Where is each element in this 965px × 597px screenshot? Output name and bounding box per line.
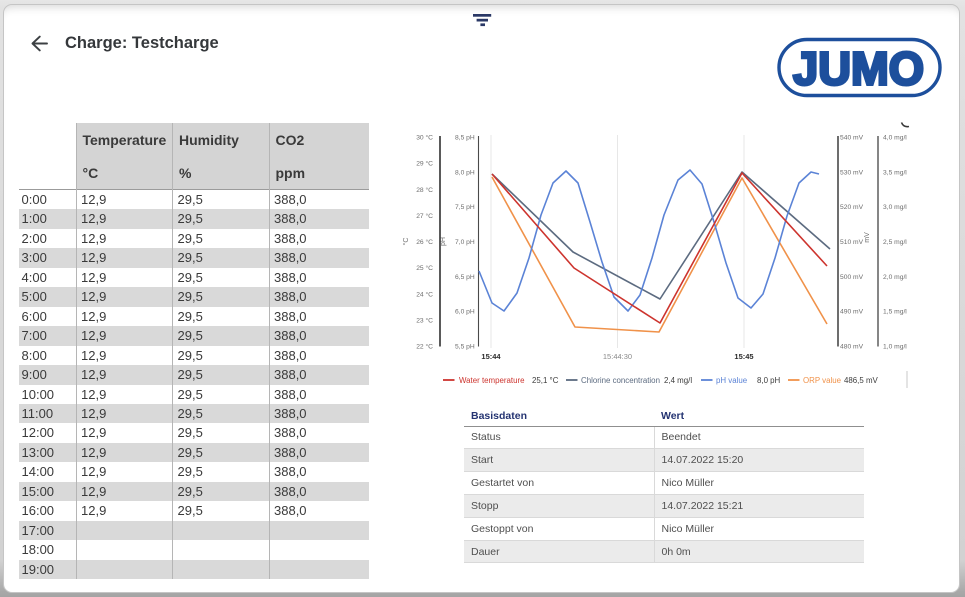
svg-text:490 mV: 490 mV [840, 309, 864, 316]
svg-text:22 °C: 22 °C [416, 343, 433, 351]
svg-text:8,0 pH: 8,0 pH [757, 376, 781, 385]
svg-text:2,4 mg/l: 2,4 mg/l [664, 376, 692, 385]
svg-text:23 °C: 23 °C [416, 316, 433, 324]
svg-text:4,0 mg/l: 4,0 mg/l [883, 135, 907, 142]
svg-text:pH: pH [440, 237, 447, 246]
svg-text:6,5 pH: 6,5 pH [455, 274, 475, 281]
svg-text:3,0 mg/l: 3,0 mg/l [883, 204, 907, 211]
svg-text:25,1 °C: 25,1 °C [532, 376, 559, 385]
svg-text:480 mV: 480 mV [840, 344, 864, 351]
svg-text:Chlorine concentration: Chlorine concentration [581, 376, 660, 385]
svg-text:27 °C: 27 °C [416, 212, 433, 220]
svg-text:mV: mV [864, 232, 871, 243]
svg-text:500 mV: 500 mV [840, 274, 864, 281]
svg-text:15:45: 15:45 [734, 352, 753, 361]
svg-text:25 °C: 25 °C [416, 264, 433, 272]
svg-text:540 mV: 540 mV [840, 135, 864, 142]
svg-text:1,0 mg/l: 1,0 mg/l [883, 344, 907, 351]
svg-text:pH value: pH value [716, 376, 748, 385]
svg-text:1,5 mg/l: 1,5 mg/l [883, 309, 907, 316]
svg-text:6,0 pH: 6,0 pH [455, 309, 475, 316]
svg-text:520 mV: 520 mV [840, 204, 864, 211]
svg-text:15:44: 15:44 [481, 352, 501, 361]
svg-text:28 °C: 28 °C [416, 186, 433, 194]
svg-text:5,5 pH: 5,5 pH [455, 344, 475, 351]
svg-text:24 °C: 24 °C [416, 290, 433, 298]
svg-text:15:44:30: 15:44:30 [603, 352, 632, 361]
svg-text:30 °C: 30 °C [416, 134, 433, 142]
svg-text:7,0 pH: 7,0 pH [455, 239, 475, 246]
svg-text:8,5 pH: 8,5 pH [455, 135, 475, 142]
svg-text:26 °C: 26 °C [416, 238, 433, 246]
svg-text:JUMO: JUMO [793, 43, 924, 95]
svg-text:7,5 pH: 7,5 pH [455, 204, 475, 211]
svg-text:510 mV: 510 mV [840, 239, 864, 246]
svg-text:ORP value: ORP value [803, 376, 842, 385]
svg-text:486,5 mV: 486,5 mV [844, 376, 879, 385]
svg-text:2,0 mg/l: 2,0 mg/l [883, 274, 907, 281]
svg-text:2,5 mg/l: 2,5 mg/l [883, 239, 907, 246]
svg-text:Water temperature: Water temperature [459, 376, 525, 385]
svg-text:29 °C: 29 °C [416, 160, 433, 168]
svg-text:°C: °C [402, 238, 410, 246]
svg-text:530 mV: 530 mV [840, 169, 864, 176]
svg-text:3,5 mg/l: 3,5 mg/l [883, 169, 907, 176]
svg-text:8,0 pH: 8,0 pH [455, 169, 475, 176]
